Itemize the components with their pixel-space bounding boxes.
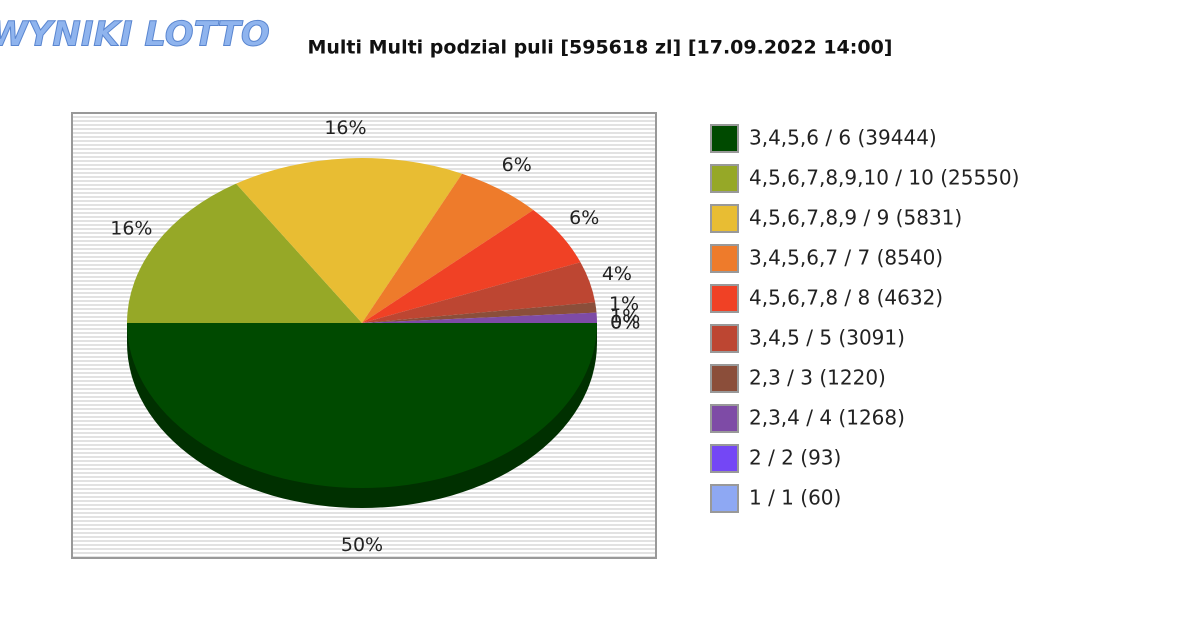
legend-swatch [710, 324, 739, 353]
legend-swatch [710, 444, 739, 473]
pie-slice [127, 183, 362, 323]
pie-slice [236, 158, 463, 323]
pie-slice [362, 210, 581, 323]
legend-label: 3,4,5 / 5 (3091) [749, 326, 905, 350]
slice-label: 0% [610, 312, 640, 334]
legend-label: 3,4,5,6 / 6 (39444) [749, 126, 937, 150]
legend: 3,4,5,6 / 6 (39444) 4,5,6,7,8,9,10 / 10 (… [710, 124, 1019, 513]
legend-label: 3,4,5,6,7 / 7 (8540) [749, 246, 943, 270]
legend-label: 4,5,6,7,8 / 8 (4632) [749, 286, 943, 310]
legend-label: 4,5,6,7,8,9 / 9 (5831) [749, 206, 962, 230]
slice-label: 1% [609, 293, 639, 315]
chart-title: Multi Multi podzial puli [595618 zl] [17… [307, 37, 892, 59]
pie-slice [127, 323, 597, 488]
legend-swatch [710, 404, 739, 433]
legend-swatch [710, 164, 739, 193]
slice-label: 16% [110, 218, 152, 240]
legend-swatch [710, 484, 739, 513]
slice-label: 6% [502, 154, 532, 176]
pie-slice [362, 262, 596, 323]
legend-label: 2 / 2 (93) [749, 446, 841, 470]
legend-swatch [710, 124, 739, 153]
slice-label: 16% [324, 117, 366, 139]
slice-label: 6% [569, 207, 599, 229]
slice-label: 1% [610, 305, 640, 327]
legend-label: 4,5,6,7,8,9,10 / 10 (25550) [749, 166, 1019, 190]
pie: 50%16%16%6%6%4%1%1%0%0% [110, 117, 640, 556]
legend-swatch [710, 284, 739, 313]
slice-label: 50% [341, 534, 383, 556]
slice-label: 4% [602, 263, 632, 285]
legend-label: 2,3,4 / 4 (1268) [749, 406, 905, 430]
pie-slice [362, 302, 597, 323]
pie-slice [362, 173, 534, 323]
legend-swatch [710, 204, 739, 233]
pie-slice [362, 312, 597, 323]
legend-label: 1 / 1 (60) [749, 486, 841, 510]
legend-label: 2,3 / 3 (1220) [749, 366, 886, 390]
slice-label: 0% [610, 312, 640, 334]
legend-swatch [710, 244, 739, 273]
logo: WYNIKI LOTTO [0, 15, 270, 55]
legend-swatch [710, 364, 739, 393]
